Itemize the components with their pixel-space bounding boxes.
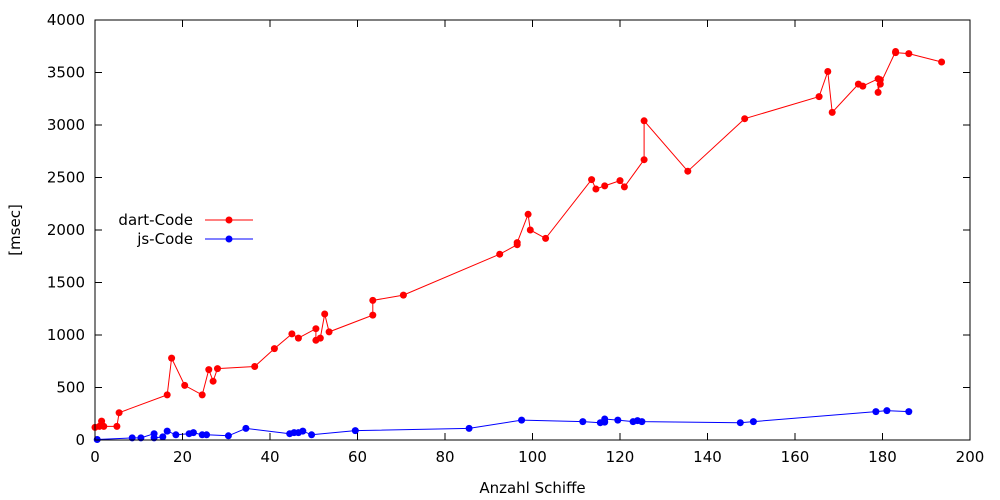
data-point-js-code [465,424,473,432]
data-point-js-code [638,418,646,426]
data-point-dart-code [98,417,106,425]
data-point-js-code [518,416,526,424]
x-tick-label: 200 [956,448,985,466]
data-point-js-code [189,429,197,437]
y-tick-label: 500 [56,379,85,397]
legend-marker-js-code [225,235,233,243]
data-point-js-code [242,424,250,432]
data-point-dart-code [100,422,108,430]
data-point-dart-code [824,68,832,75]
data-point-js-code [614,416,622,424]
y-tick-label: 3000 [47,116,85,134]
data-point-dart-code [640,117,648,125]
legend-marker-dart-code [225,216,233,224]
data-point-dart-code [115,409,123,417]
x-tick-label: 80 [435,448,454,466]
data-point-dart-code [198,391,206,399]
y-tick-label: 1500 [47,274,85,292]
data-point-dart-code [513,239,521,247]
legend-label-js-code: js-Code [136,230,193,248]
data-point-dart-code [113,422,121,430]
data-point-dart-code [524,210,532,218]
data-point-dart-code [288,330,296,338]
data-point-dart-code [270,345,278,353]
data-point-js-code [159,433,167,441]
data-point-dart-code [181,381,189,389]
data-point-dart-code [588,176,596,184]
data-point-dart-code [316,334,324,342]
data-point-dart-code [876,80,884,88]
x-tick-label: 160 [781,448,810,466]
data-point-dart-code [251,363,259,370]
data-point-dart-code [496,250,504,258]
data-point-js-code [736,419,744,427]
data-point-dart-code [815,93,823,101]
data-point-dart-code [859,82,867,90]
data-point-dart-code [616,177,624,185]
data-point-dart-code [874,88,882,96]
data-point-dart-code [640,156,648,164]
data-point-dart-code [592,185,600,193]
data-point-dart-code [938,58,946,66]
data-point-dart-code [168,354,176,362]
data-point-js-code [872,408,880,416]
x-tick-label: 0 [90,448,100,466]
data-point-dart-code [214,365,221,373]
data-point-js-code [883,407,891,415]
data-point-dart-code [209,377,217,385]
x-tick-label: 20 [173,448,192,466]
data-point-js-code [351,427,359,435]
data-point-dart-code [369,311,377,319]
x-tick-label: 100 [518,448,547,466]
data-point-js-code [308,431,316,439]
data-point-js-code [579,418,587,426]
y-tick-label: 1000 [47,326,85,344]
series-layer [91,48,946,443]
data-point-js-code [299,427,307,435]
y-tick-label: 4000 [47,11,85,29]
data-point-js-code [203,431,211,439]
y-tick-label: 2000 [47,221,85,239]
x-tick-label: 180 [868,448,897,466]
data-point-js-code [224,432,232,440]
data-point-dart-code [542,234,550,242]
data-point-js-code [905,408,913,416]
legend-label-dart-code: dart-Code [118,211,193,229]
data-point-dart-code [205,366,213,374]
data-point-js-code [749,418,757,426]
data-point-dart-code [684,167,692,175]
y-axis-title: [msec] [6,204,24,256]
x-tick-label: 60 [348,448,367,466]
data-point-dart-code [325,328,333,336]
x-tick-label: 140 [693,448,722,466]
data-point-dart-code [601,182,609,190]
data-point-dart-code [526,226,534,234]
y-tick-label: 0 [75,431,85,449]
y-tick-label: 2500 [47,169,85,187]
data-point-dart-code [620,183,628,191]
data-point-js-code [172,431,180,439]
data-point-dart-code [399,291,407,299]
ticks-layer: 0 20 40 60 80 100 120 140 160 180 2000500100015002… [47,11,985,466]
data-point-dart-code [321,310,329,318]
x-tick-label: 40 [260,448,279,466]
y-tick-label: 3500 [47,64,85,82]
x-tick-label: 120 [606,448,635,466]
data-point-dart-code [369,296,377,304]
data-point-dart-code [905,50,913,58]
x-axis-title: Anzahl Schiffe [479,479,585,497]
data-point-js-code [601,415,609,423]
data-point-dart-code [892,49,900,57]
data-point-js-code [163,427,171,435]
data-point-dart-code [741,115,749,123]
data-point-dart-code [312,325,320,333]
data-point-dart-code [163,391,171,399]
data-point-dart-code [294,334,302,342]
data-point-dart-code [828,108,836,116]
